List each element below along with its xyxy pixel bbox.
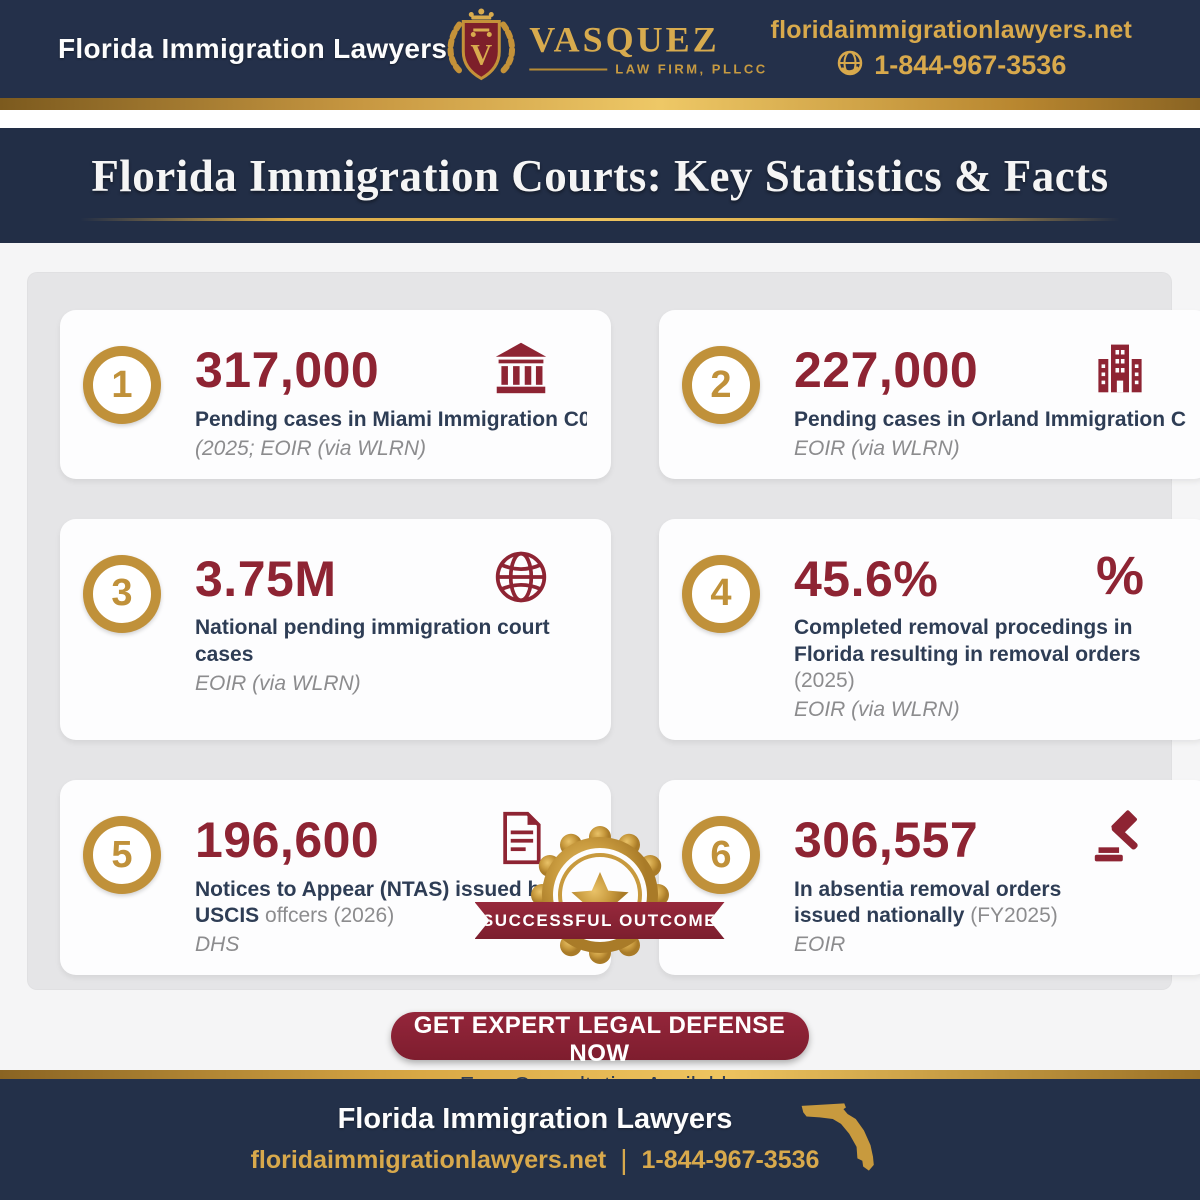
- stat-description: Pending cases in Orland Immigration Cour: [794, 407, 1186, 431]
- stat-card-4: 4 45.6% Completed removal procedings in …: [659, 518, 1200, 740]
- footer-phone: 1-844-967-3536: [641, 1145, 820, 1174]
- stat-value: 45.6%: [794, 550, 939, 607]
- header-phone: 1-844-967-3536: [874, 50, 1067, 80]
- successful-outcome-badge: SUCCESSFUL OUTCOME: [474, 820, 725, 990]
- stat-source: EOIR (via WLRN): [794, 698, 960, 721]
- stats-panel: 1 317,000 Pending cases in Miami Immigra…: [27, 272, 1200, 990]
- courthouse-icon: [493, 340, 549, 396]
- stat-number-badge: 5: [83, 816, 161, 894]
- phone-icon: [836, 49, 864, 82]
- header-contact: floridaimmigrationlawyers.net 1-844-967-…: [771, 16, 1132, 82]
- stat-value: 317,000: [195, 342, 380, 398]
- stat-description: In absentia removal orders issued nation…: [794, 877, 1062, 927]
- logo-firm-name: VASQUEZ: [529, 19, 720, 60]
- stat-card-1: 1 317,000 Pending cases in Miami Immigra…: [60, 310, 611, 479]
- footer-separator: |: [620, 1144, 628, 1175]
- florida-state-icon: [800, 1095, 882, 1184]
- stat-source: (2025; EOIR (via WLRN): [195, 436, 427, 460]
- logo-rule: [529, 68, 608, 70]
- rosette-seal-icon: [530, 826, 669, 964]
- percent-icon: %: [1095, 545, 1144, 606]
- stat-source: EOIR (via WLRN): [794, 436, 960, 460]
- stat-source: EOIR: [794, 933, 846, 956]
- get-legal-defense-button[interactable]: GET EXPERT LEGAL DEFENSE NOW: [390, 1012, 809, 1067]
- stat-number-badge: 6: [682, 816, 760, 894]
- stat-value: 227,000: [794, 342, 979, 398]
- stat-description: National pending immigration court cases: [195, 616, 550, 666]
- white-divider: [0, 110, 1200, 128]
- page-title: Florida Immigration Courts: Key Statisti…: [91, 151, 1109, 201]
- crest-logo-icon: V: [445, 7, 517, 92]
- footer-contact: floridaimmigrationlawyers.net | 1-844-96…: [251, 1144, 820, 1176]
- stat-description: Notices to Appear (NTAS) issued by USCIS…: [195, 877, 553, 927]
- stat-value: 306,557: [794, 812, 979, 868]
- header-gold-divider: [0, 98, 1200, 110]
- footer: Florida Immigration Lawyers floridaimmig…: [0, 1079, 1200, 1200]
- stat-source: EOIR (via WLRN): [195, 671, 361, 695]
- header-website: floridaimmigrationlawyers.net: [770, 16, 1132, 44]
- stat-number-badge: 1: [83, 346, 161, 424]
- stat-card-3: 3 3.75M National pending immigration cou…: [60, 518, 611, 740]
- badge-ribbon: SUCCESSFUL OUTCOME: [474, 902, 725, 939]
- stat-value: 3.75M: [195, 550, 337, 607]
- footer-brand: Florida Immigration Lawyers: [337, 1103, 733, 1135]
- stat-description: Completed removal procedings in Florida …: [794, 616, 1141, 692]
- footer-website: floridaimmigrationlawyers.net: [250, 1145, 607, 1174]
- law-firm-logo: V VASQUEZ LAW FIRM, PLLCC: [445, 7, 767, 92]
- svg-text:V: V: [470, 39, 492, 72]
- logo-subtitle: LAW FIRM, PLLCC: [615, 61, 768, 77]
- header: Florida Immigration Lawyers V VASQUEZ: [0, 0, 1200, 98]
- globe-icon: [493, 549, 549, 605]
- gavel-icon: [1092, 810, 1148, 866]
- main-content: 1 317,000 Pending cases in Miami Immigra…: [0, 243, 1200, 1098]
- title-underline: [80, 218, 1120, 221]
- stat-number-badge: 4: [682, 554, 760, 633]
- title-band: Florida Immigration Courts: Key Statisti…: [0, 128, 1200, 243]
- header-brand: Florida Immigration Lawyers: [58, 33, 448, 64]
- stat-card-6: 6 306,557 In absentia removal orders iss…: [659, 780, 1200, 975]
- badge-label: SUCCESSFUL OUTCOME: [481, 910, 718, 930]
- building-icon: [1092, 340, 1148, 396]
- stat-card-5: 5 196,600 Notices to Appear (NTAS) issue…: [60, 780, 611, 975]
- stat-source: DHS: [195, 933, 240, 956]
- footer-gold-divider: [0, 1070, 1200, 1079]
- document-icon: [493, 810, 549, 866]
- stat-description: Pending cases in Miami Immigration C025: [195, 407, 587, 431]
- stat-card-2: 2 227,000 Pending cases in Orland Immigr…: [659, 310, 1200, 479]
- stat-number-badge: 2: [682, 346, 760, 424]
- stat-value: 196,600: [195, 812, 380, 868]
- stat-number-badge: 3: [83, 554, 161, 633]
